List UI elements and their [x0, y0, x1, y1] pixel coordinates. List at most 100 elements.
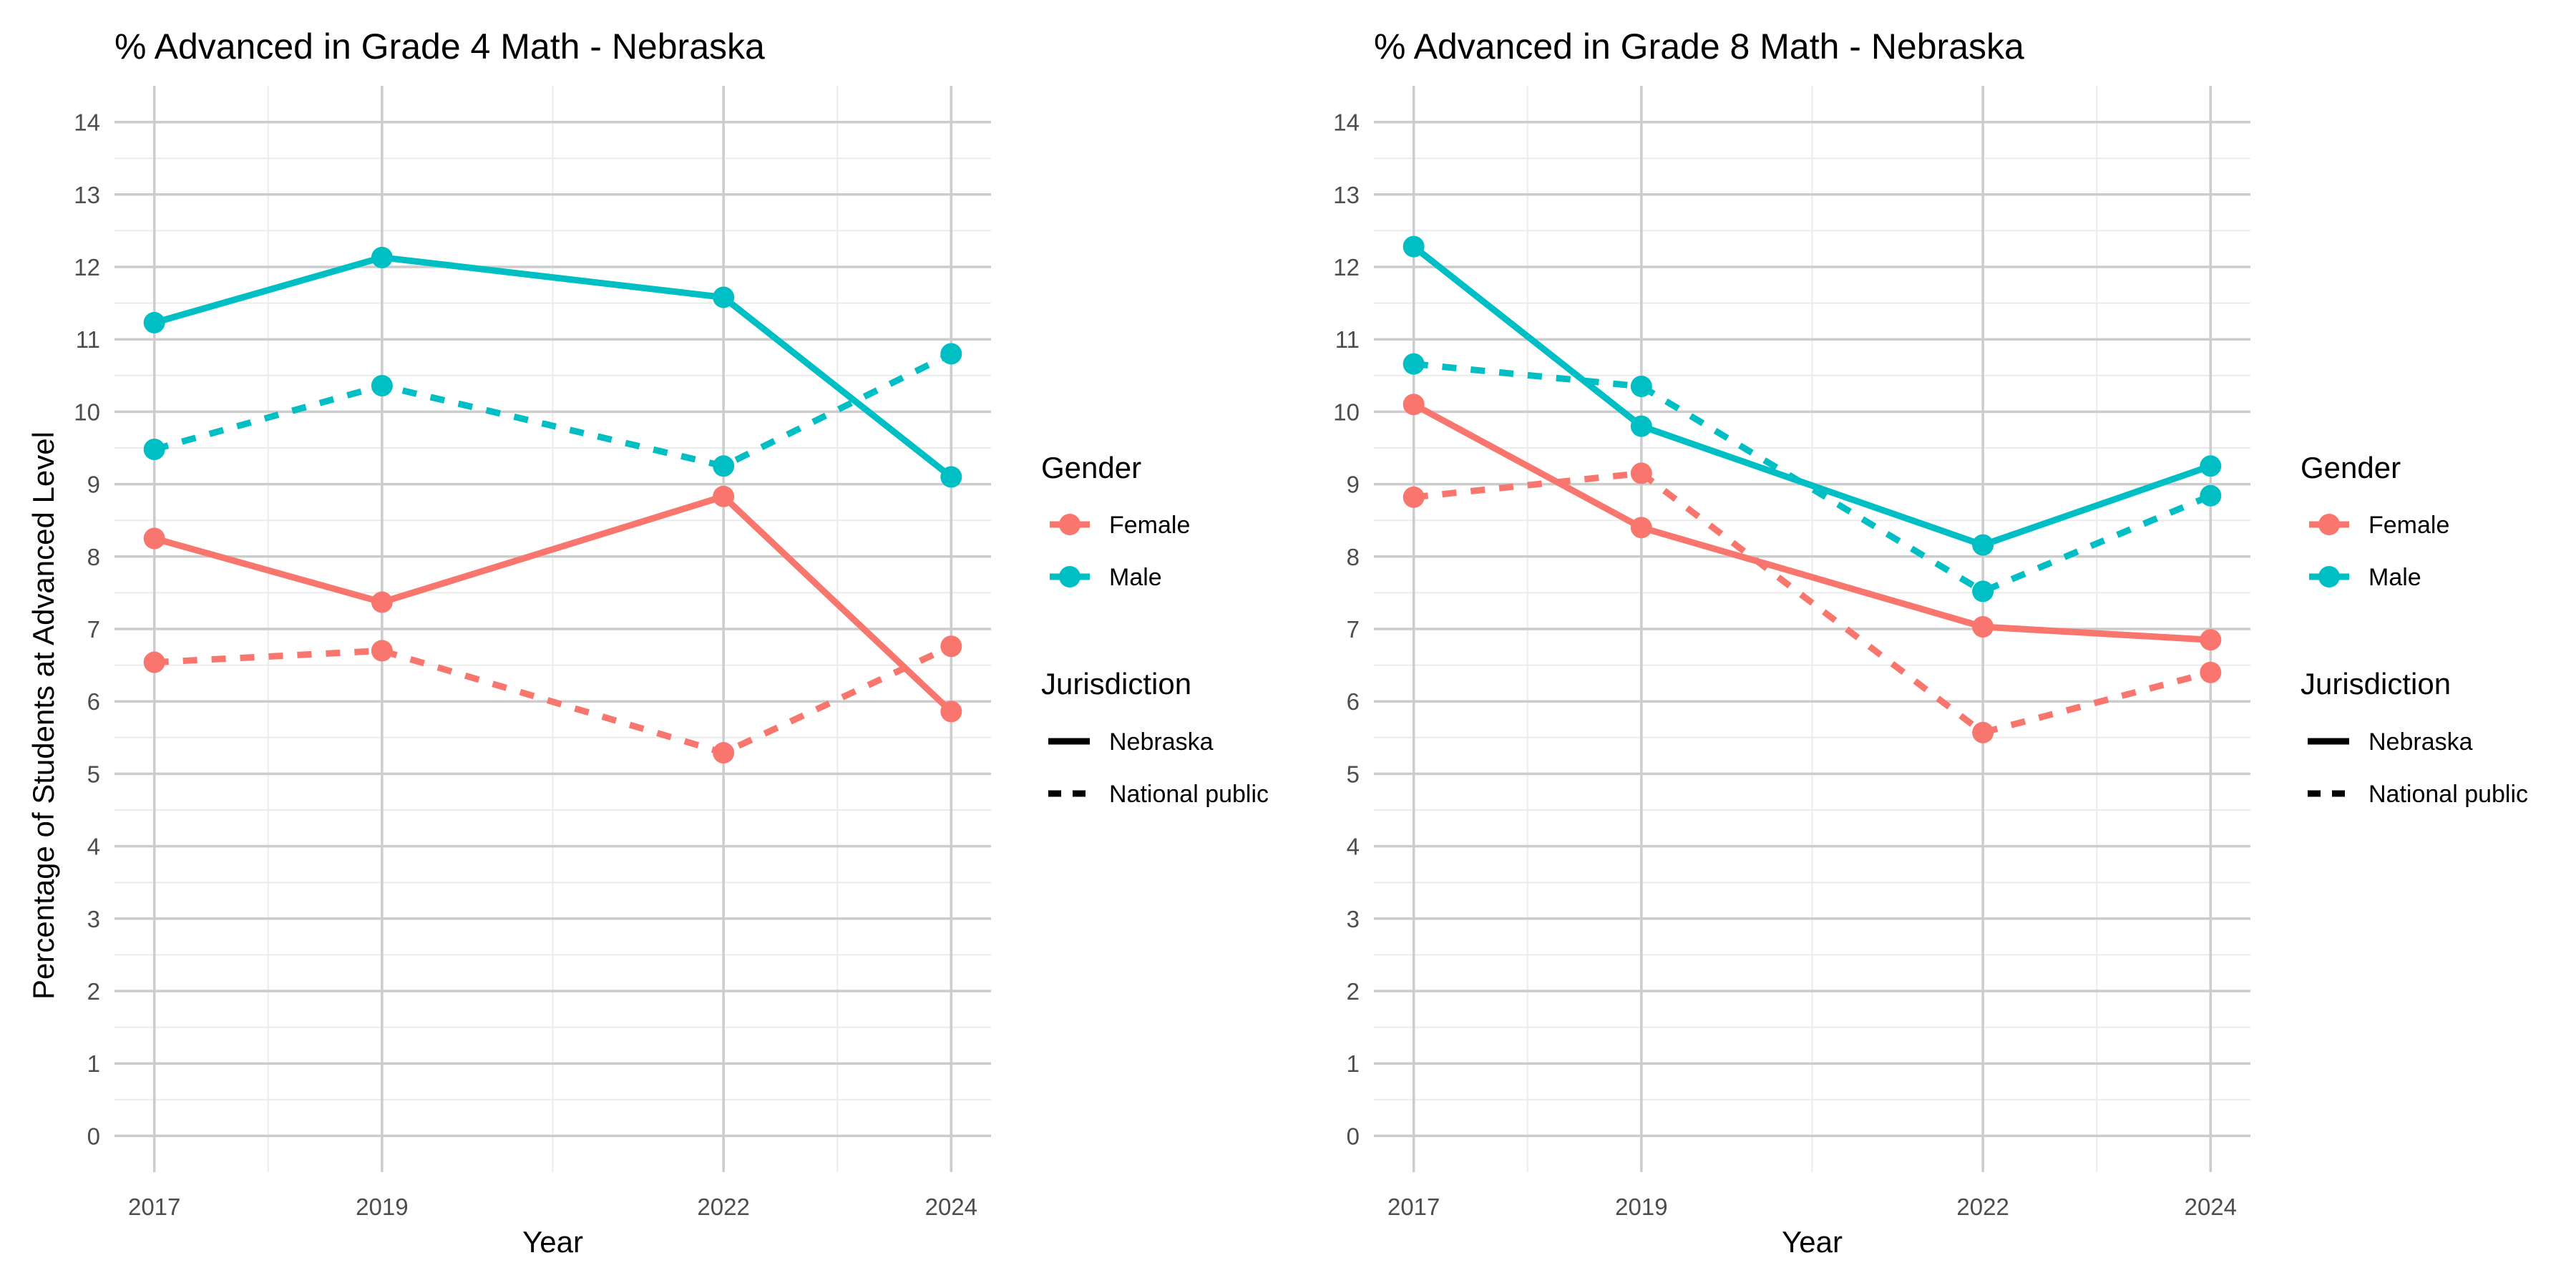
y-tick-label: 13 [74, 182, 100, 208]
legend-key-point [1059, 566, 1080, 587]
series-group [1402, 235, 2222, 743]
y-tick-label: 10 [1333, 399, 1360, 425]
data-point-female-nebraska [1972, 615, 1994, 638]
x-tick-label: 2017 [1387, 1194, 1440, 1220]
legend-label-male: Male [1109, 564, 1162, 591]
series-line-female-national-public [1413, 469, 2212, 736]
y-tick-label: 8 [1347, 544, 1360, 570]
data-point-female-national-public [940, 635, 962, 658]
x-tick-label: 2019 [356, 1194, 408, 1220]
legend: Gender Female Male Jurisdiction Nebraska Nati… [2301, 451, 2528, 808]
y-tick-label: 12 [1333, 254, 1360, 280]
legend-title-gender: Gender [1041, 451, 1141, 484]
data-point-male-nebraska [371, 246, 393, 268]
legend-label-nebraska: Nebraska [2368, 728, 2473, 756]
legend-key-point [2318, 566, 2340, 587]
y-tick-label: 5 [87, 761, 100, 787]
data-point-male-national-public [1402, 353, 1425, 375]
legend-title-gender: Gender [2301, 451, 2401, 484]
y-tick-label: 10 [74, 399, 100, 425]
legend-title-jurisdiction: Jurisdiction [1041, 667, 1191, 701]
data-point-male-nebraska [1630, 415, 1652, 437]
x-tick-label: 2017 [128, 1194, 180, 1220]
grid [114, 86, 991, 1172]
data-point-female-national-public [1402, 486, 1425, 508]
data-point-female-national-public [1972, 721, 1994, 743]
legend: Gender Female Male Jurisdiction Nebraska Nati… [1041, 451, 1269, 808]
data-point-male-national-public [2200, 484, 2222, 507]
data-point-female-national-public [1630, 462, 1652, 484]
y-tick-label: 7 [87, 616, 100, 643]
data-point-male-national-public [713, 455, 735, 477]
series-line-female-nebraska [153, 493, 954, 714]
y-tick-label: 11 [1335, 326, 1360, 353]
data-point-female-national-public [371, 640, 393, 662]
data-point-male-national-public [1630, 375, 1652, 397]
series-group [143, 246, 962, 764]
data-point-female-nebraska [713, 485, 735, 507]
y-tick-label: 5 [1347, 761, 1360, 787]
data-point-female-nebraska [2200, 629, 2222, 651]
legend-label-female: Female [2368, 512, 2449, 539]
chart-title: % Advanced in Grade 8 Math - Nebraska [1374, 26, 2024, 67]
data-point-male-national-public [1972, 580, 1994, 602]
data-point-female-nebraska [143, 527, 165, 550]
data-point-female-national-public [2200, 661, 2222, 683]
series-line-female-nebraska [1412, 401, 2211, 643]
data-point-male-national-public [940, 343, 962, 365]
legend-label-national-public: National public [2368, 781, 2528, 808]
y-tick-label: 4 [87, 834, 100, 860]
legend-title-jurisdiction: Jurisdiction [2301, 667, 2451, 701]
data-point-male-nebraska [940, 466, 962, 488]
data-point-female-nebraska [371, 591, 393, 613]
data-point-male-nebraska [2200, 455, 2222, 477]
x-axis-title: Year [522, 1225, 583, 1259]
y-tick-label: 1 [87, 1050, 100, 1077]
data-point-female-nebraska [1630, 517, 1652, 539]
y-axis-title: Percentage of Students at Advanced Level [26, 431, 60, 1000]
data-point-male-nebraska [713, 286, 735, 308]
series-line-male-nebraska [153, 254, 954, 480]
data-point-female-nebraska [940, 701, 962, 723]
y-tick-label: 9 [1347, 472, 1360, 498]
data-point-male-national-public [371, 374, 393, 396]
y-tick-label: 3 [1347, 906, 1360, 932]
series-line-male-national-public [153, 351, 953, 469]
y-tick-label: 1 [1347, 1050, 1360, 1077]
y-tick-label: 14 [1333, 109, 1360, 136]
legend-label-male: Male [2368, 564, 2421, 591]
chart-title: % Advanced in Grade 4 Math - Nebraska [114, 26, 765, 67]
y-tick-label: 0 [1347, 1123, 1360, 1149]
y-tick-label: 2 [1347, 978, 1360, 1005]
data-point-female-national-public [713, 742, 735, 764]
data-point-male-nebraska [1972, 534, 1994, 556]
grid [1374, 86, 2250, 1172]
y-tick-label: 9 [87, 472, 100, 498]
x-tick-label: 2022 [697, 1194, 749, 1220]
y-tick-label: 4 [1347, 834, 1360, 860]
y-tick-label: 6 [87, 688, 100, 715]
legend-label-nebraska: Nebraska [1109, 728, 1214, 756]
y-tick-label: 0 [87, 1123, 100, 1149]
x-tick-label: 2024 [2185, 1194, 2237, 1220]
legend-key-point [1059, 514, 1080, 535]
x-axis-title: Year [1782, 1225, 1843, 1259]
x-tick-label: 2019 [1615, 1194, 1667, 1220]
y-tick-label: 12 [74, 254, 100, 280]
y-tick-label: 6 [1347, 688, 1360, 715]
data-point-female-national-public [143, 651, 165, 673]
x-tick-label: 2024 [925, 1194, 977, 1220]
series-line-male-national-public [1413, 361, 2212, 595]
y-tick-label: 3 [87, 906, 100, 932]
data-point-male-nebraska [1402, 235, 1425, 258]
series-line-female-national-public [154, 643, 953, 756]
x-tick-label: 2022 [1956, 1194, 2009, 1220]
series-line-male-nebraska [1411, 244, 2212, 549]
y-tick-label: 11 [76, 326, 100, 353]
y-tick-label: 14 [74, 109, 100, 136]
y-tick-label: 2 [87, 978, 100, 1005]
